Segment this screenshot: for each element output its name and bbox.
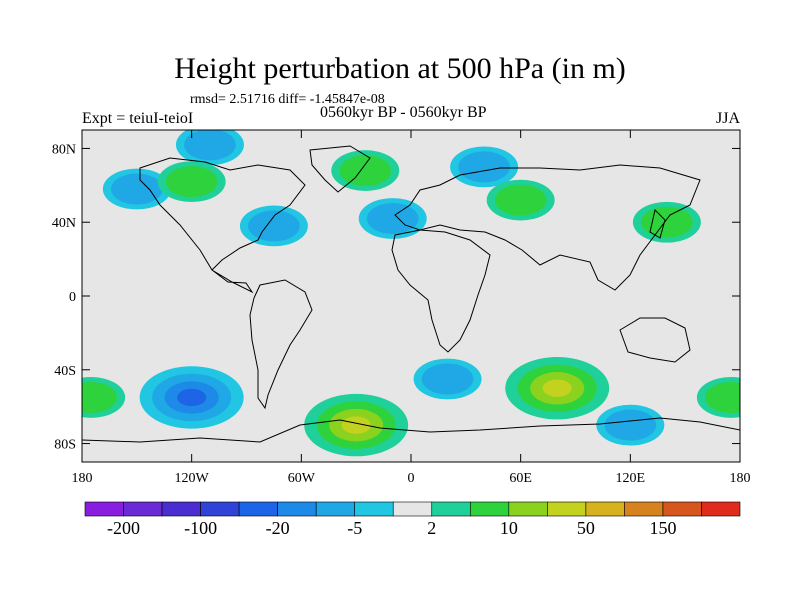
lon-tick-label: 0	[408, 471, 415, 486]
colorbar-box	[161, 501, 201, 517]
coast-eurasia	[394, 164, 701, 291]
coast-antarctica	[82, 417, 740, 443]
north-atlantic-positive	[331, 150, 400, 191]
coast-australia	[619, 317, 691, 363]
antarctic-atlantic-positive-ring	[341, 416, 371, 434]
lon-tick-layer: 180 120W 60W 0 60E 120E 180	[72, 130, 751, 486]
colorbar-box	[431, 501, 471, 517]
period-label: 0560kyr BP - 0560kyr BP	[320, 104, 487, 121]
east-asia-positive	[632, 201, 701, 243]
lat-tick-label: 0	[69, 290, 76, 305]
coast-north-america	[139, 157, 306, 294]
colorbar: -200 -100 -20 -5 2 10 50 150	[84, 501, 741, 538]
arctic-canada-negative	[175, 130, 244, 166]
coastlines	[82, 145, 740, 443]
colorbar-box	[200, 501, 240, 517]
colorbar-box	[354, 501, 394, 517]
lon-tick-label: 120W	[175, 471, 210, 486]
us-east-negative	[239, 205, 308, 247]
southern-ocean-negative-ring	[604, 409, 657, 441]
arctic-canada-negative-ring	[184, 130, 236, 161]
north-atlantic-positive-ring	[339, 155, 392, 187]
lon-tick-label: 60E	[509, 471, 532, 486]
colorbar-box	[585, 501, 625, 517]
central-asia-positive-ring	[494, 184, 547, 216]
experiment-label: Expt = teiuI-teioI	[82, 110, 194, 127]
colorbar-box	[84, 501, 124, 517]
indian-ocean-positive	[505, 357, 610, 420]
lat-tick-label: 40N	[52, 216, 76, 231]
us-east-negative-ring	[248, 210, 300, 242]
coast-south-america	[249, 279, 313, 410]
colorbar-label: 150	[649, 518, 676, 538]
alaska-negative	[102, 168, 171, 210]
colorbar-box	[624, 501, 664, 517]
colorbar-box	[662, 501, 702, 517]
coast-africa	[391, 229, 491, 353]
south-atlantic-negative	[413, 358, 482, 400]
colorbar-box	[392, 501, 433, 517]
coast-japan	[649, 209, 666, 239]
colorbar-label: 2	[427, 518, 436, 538]
east-asia-positive-ring	[641, 206, 693, 238]
europe-negative-ring	[366, 203, 419, 235]
siberia-negative	[450, 146, 519, 188]
colorbar-label: 10	[500, 518, 518, 538]
indian-ocean-positive-ring	[542, 379, 572, 397]
north-pacific-positive-ring	[165, 166, 218, 198]
colorbar-box	[701, 501, 741, 517]
dateline-positive-ring	[82, 381, 117, 413]
colorbar-box	[277, 501, 317, 517]
colorbar-label: -100	[184, 518, 217, 538]
colorbar-box	[547, 501, 587, 517]
siberia-negative-ring	[458, 151, 510, 183]
south-pacific-negative	[139, 366, 244, 429]
lon-tick-label: 60W	[288, 471, 316, 486]
south-atlantic-negative-ring	[421, 363, 474, 395]
anomaly-layer	[82, 130, 740, 457]
colorbar-label: 50	[577, 518, 595, 538]
coast-greenland	[309, 145, 371, 193]
colorbar-label: -200	[107, 518, 140, 538]
map-title: Height perturbation at 500 hPa (in m)	[174, 52, 626, 85]
southern-ocean-negative	[596, 404, 665, 446]
colorbar-label: -5	[347, 518, 362, 538]
colorbar-box	[238, 501, 278, 517]
south-pacific-negative-ring	[177, 388, 207, 407]
colorbar-box	[315, 501, 356, 517]
antarctic-atlantic-positive	[304, 393, 409, 457]
lon-tick-label: 120E	[616, 471, 646, 486]
lon-tick-label: 180	[72, 471, 93, 486]
north-pacific-positive	[157, 161, 226, 203]
sw-pacific-positive-ring	[705, 381, 740, 413]
lat-tick-label: 80S	[54, 438, 76, 453]
colorbar-box	[469, 501, 510, 517]
europe-negative	[358, 198, 427, 239]
colorbar-label: -20	[266, 518, 290, 538]
alaska-negative-ring	[110, 173, 163, 205]
lat-tick-label: 80N	[52, 142, 76, 157]
season-label: JJA	[716, 110, 741, 127]
lat-tick-layer: 80N 40N 0 40S 80S	[52, 142, 740, 453]
lat-tick-label: 40S	[54, 364, 76, 379]
lon-tick-label: 180	[730, 471, 751, 486]
stats-line: rmsd= 2.51716 diff= -1.45847e-08	[190, 92, 385, 107]
colorbar-box	[508, 501, 548, 517]
central-asia-positive	[486, 179, 555, 221]
sw-pacific-positive	[696, 377, 740, 418]
colorbar-box	[123, 501, 163, 517]
dateline-positive	[82, 377, 126, 418]
